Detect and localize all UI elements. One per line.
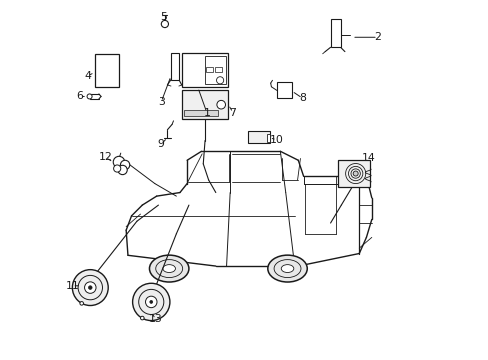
Ellipse shape — [281, 265, 293, 273]
Ellipse shape — [274, 260, 301, 278]
Bar — [206, 67, 213, 72]
Bar — [337, 160, 369, 187]
Text: 10: 10 — [269, 135, 283, 145]
Circle shape — [352, 171, 357, 176]
Text: 12: 12 — [98, 152, 112, 162]
Text: 4: 4 — [84, 71, 91, 81]
Bar — [204, 56, 225, 84]
Circle shape — [132, 283, 169, 320]
Circle shape — [149, 301, 152, 303]
Text: 14: 14 — [361, 153, 375, 163]
Ellipse shape — [267, 255, 306, 282]
Ellipse shape — [155, 260, 182, 278]
Circle shape — [113, 165, 121, 172]
Ellipse shape — [149, 255, 188, 282]
Circle shape — [113, 156, 124, 168]
Text: 11: 11 — [65, 281, 79, 291]
Circle shape — [84, 282, 96, 293]
Circle shape — [145, 296, 157, 308]
Circle shape — [80, 302, 83, 305]
Text: 7: 7 — [229, 108, 236, 118]
Circle shape — [140, 316, 144, 320]
Circle shape — [120, 160, 129, 170]
Bar — [247, 131, 269, 143]
Text: 1: 1 — [203, 108, 210, 118]
Text: 6: 6 — [76, 91, 83, 102]
Bar — [266, 134, 270, 141]
Circle shape — [88, 286, 92, 289]
Ellipse shape — [163, 265, 175, 273]
Text: 3: 3 — [158, 97, 164, 107]
Circle shape — [139, 289, 163, 315]
Bar — [94, 54, 119, 87]
Circle shape — [87, 94, 92, 99]
Circle shape — [78, 275, 102, 300]
Bar — [183, 110, 217, 116]
Circle shape — [72, 270, 108, 306]
Bar — [182, 53, 228, 87]
Circle shape — [217, 100, 225, 109]
Circle shape — [161, 21, 168, 28]
Text: 13: 13 — [148, 314, 162, 324]
Bar — [182, 90, 228, 119]
Circle shape — [118, 165, 127, 175]
Text: 2: 2 — [374, 32, 381, 42]
Text: 8: 8 — [299, 93, 305, 103]
Text: 9: 9 — [158, 139, 164, 149]
Text: 5: 5 — [160, 12, 167, 22]
Bar — [330, 19, 340, 47]
Bar — [215, 67, 222, 72]
Circle shape — [216, 77, 223, 84]
Bar — [276, 82, 291, 98]
Bar — [171, 53, 179, 80]
